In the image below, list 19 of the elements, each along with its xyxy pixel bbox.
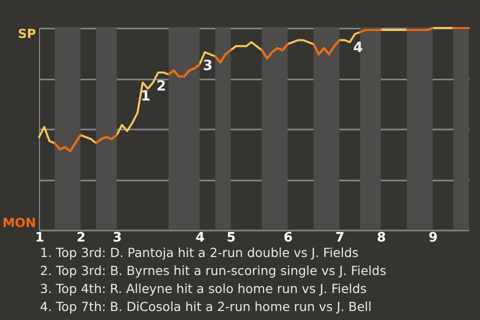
x-tick-label: 2 xyxy=(76,230,86,246)
annotation: 1 xyxy=(140,88,151,105)
x-tick-label: 6 xyxy=(284,230,293,246)
annotation: 3 xyxy=(202,58,213,74)
x-tick-label: 1 xyxy=(35,230,44,246)
text: SP xyxy=(18,26,36,41)
x-tick-label: 4 xyxy=(196,230,205,246)
x-tick-label: 5 xyxy=(226,230,236,246)
annotation: 2 xyxy=(156,78,166,94)
x-tick-label: 9 xyxy=(428,230,438,246)
text: 1. Top 3rd: D. Pantoja hit a 2-run double vs J. Fields xyxy=(40,245,359,260)
x-tick-label: 8 xyxy=(376,230,386,246)
annotation: 4 xyxy=(353,40,364,56)
text: 4. Top 7th: B. DiCosola hit a 2-run home run vs J. Bell xyxy=(40,299,372,314)
x-tick-label: 3 xyxy=(112,230,122,246)
x-tick-label: 7 xyxy=(335,230,344,246)
text: 2. Top 3rd: B. Byrnes hit a run-scoring single vs J. Fields xyxy=(40,263,386,278)
text: 3. Top 4th: R. Alleyne hit a solo home run vs J. Fields xyxy=(40,281,367,296)
text: MON xyxy=(2,215,36,230)
